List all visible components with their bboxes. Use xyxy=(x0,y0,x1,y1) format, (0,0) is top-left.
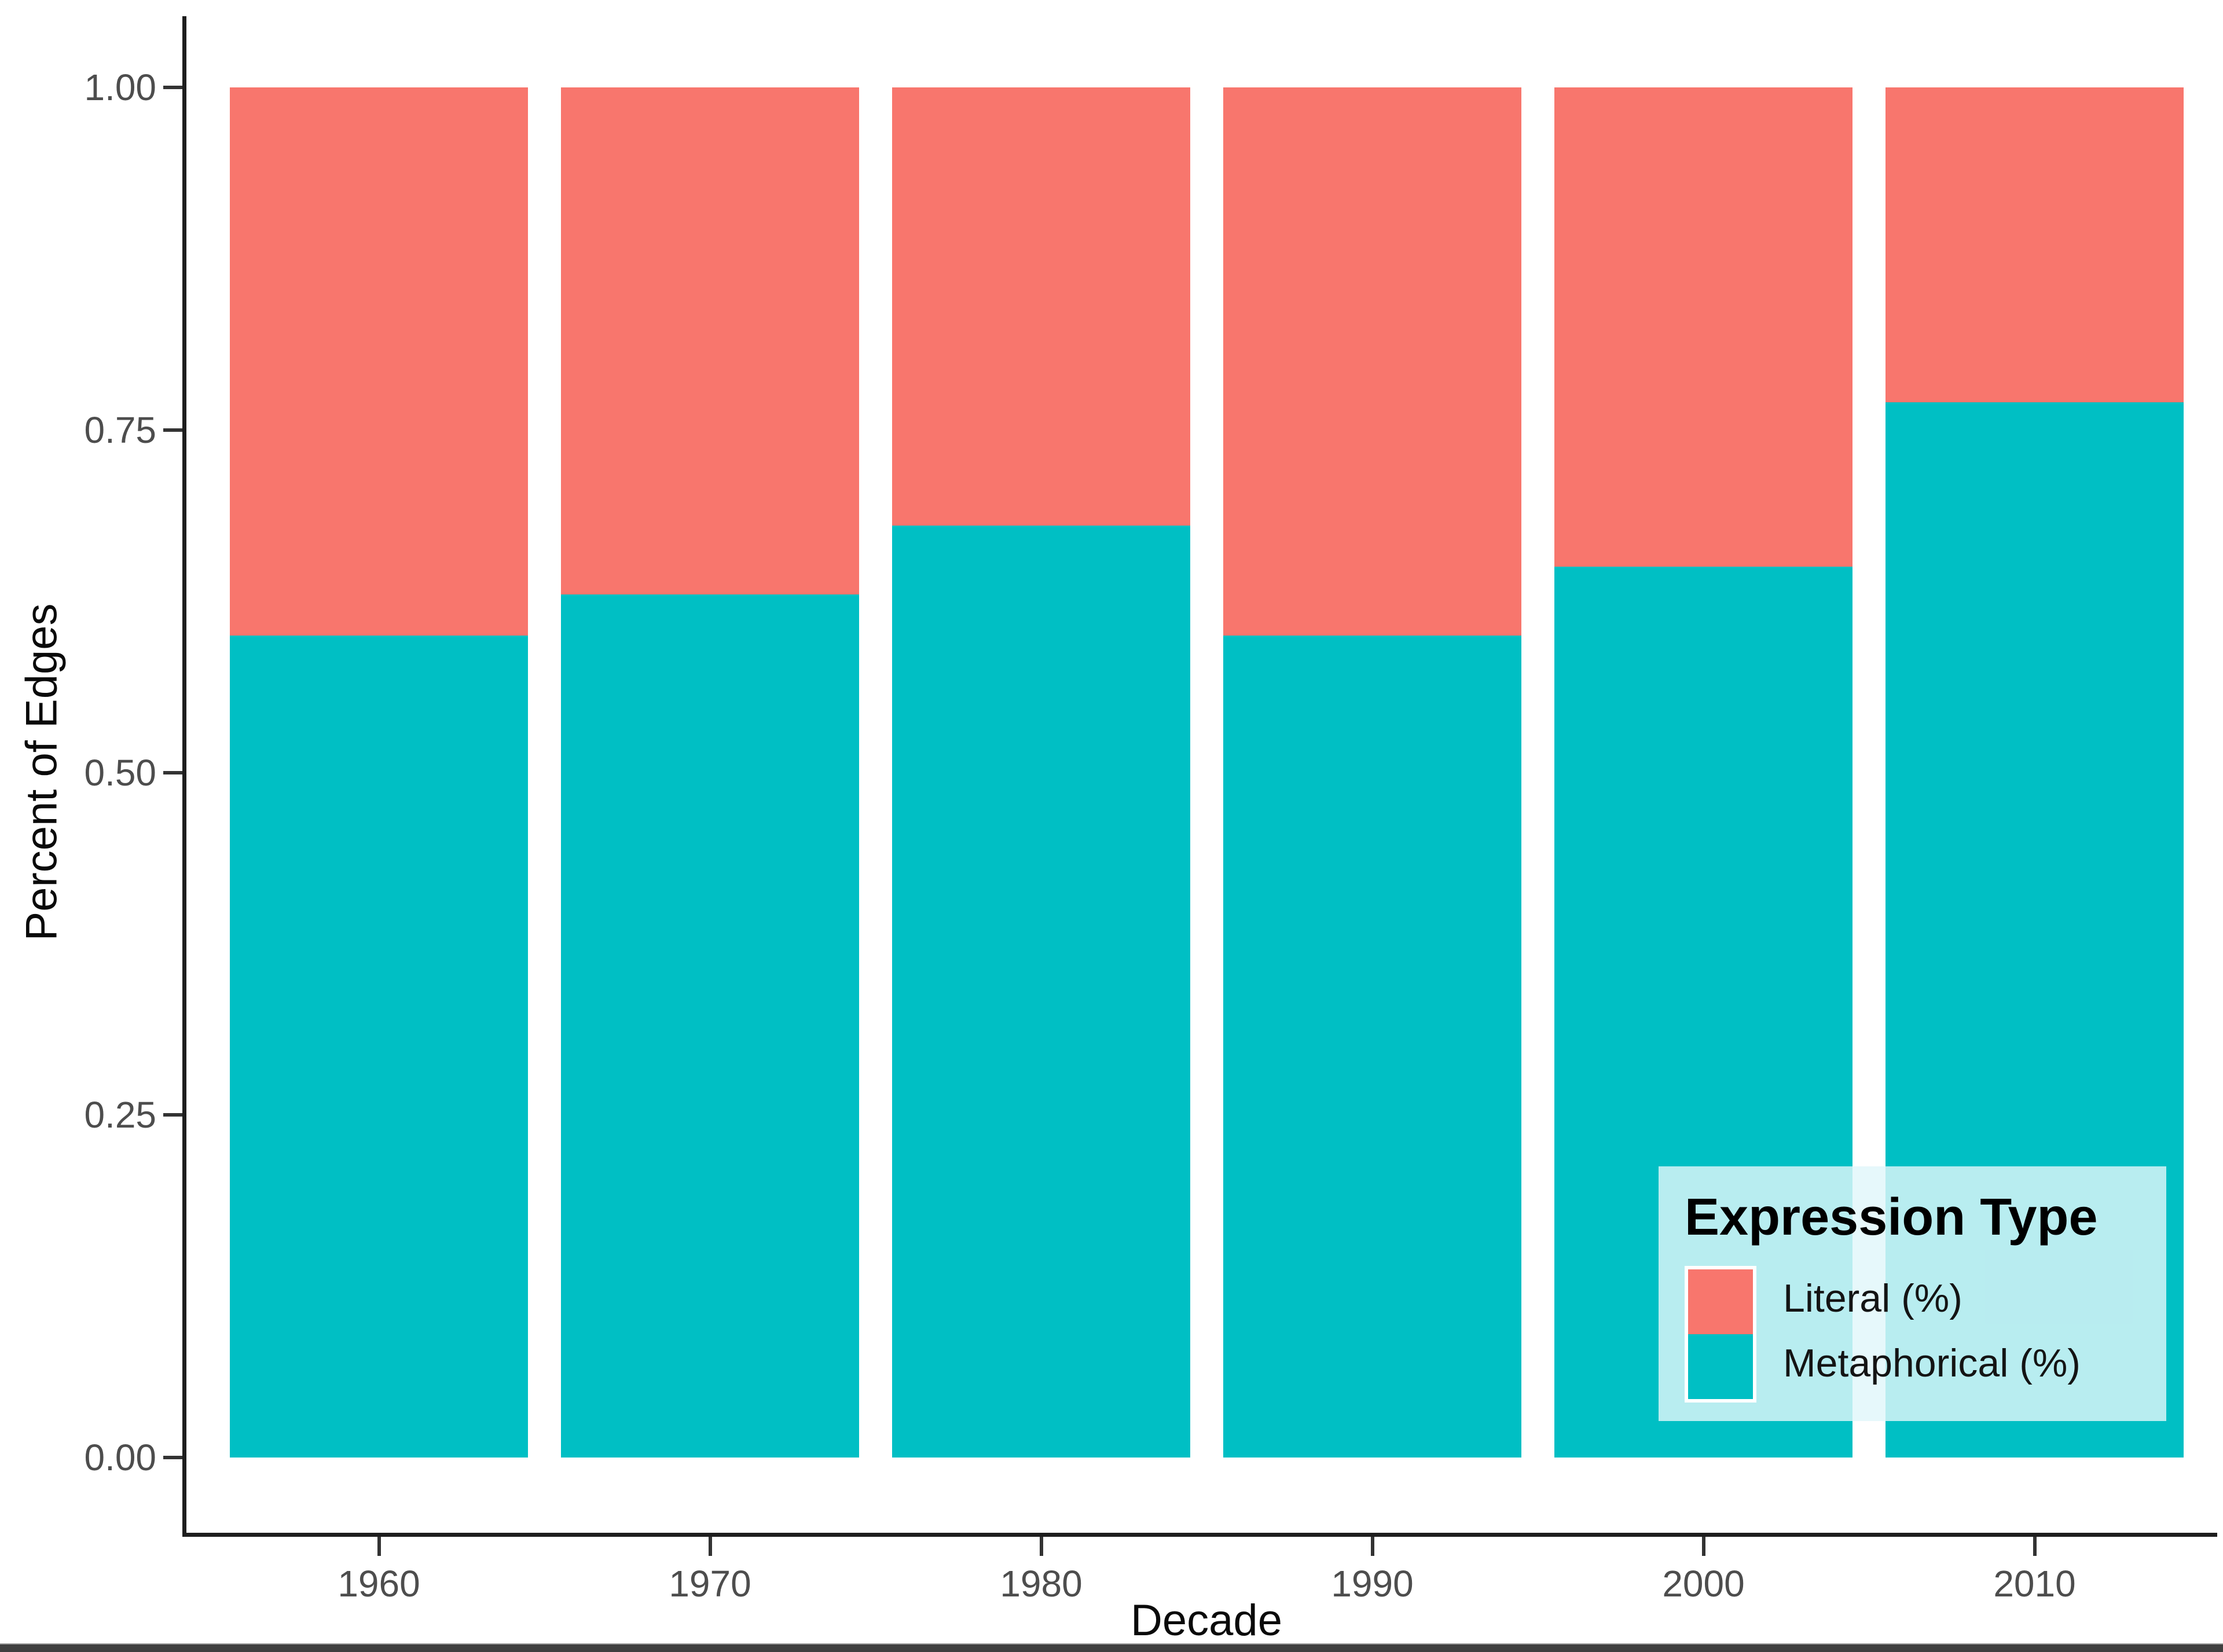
legend-swatch xyxy=(1688,1334,1753,1399)
legend-entry-label: Literal (%) xyxy=(1783,1276,1962,1320)
bar-segment-literal xyxy=(1223,87,1521,636)
bar-segment-metaphorical xyxy=(230,635,528,1458)
bar-segment-literal xyxy=(230,87,528,636)
legend-title: Expression Type xyxy=(1685,1188,2098,1246)
legend: Expression Type Literal (%) Metaphorical … xyxy=(1659,1166,2166,1421)
bar-segment-metaphorical xyxy=(1223,635,1521,1458)
x-tick-label: 2010 xyxy=(1993,1563,2076,1605)
legend-swatch xyxy=(1688,1269,1753,1334)
y-tick-mark xyxy=(163,428,182,432)
window-bottom-edge xyxy=(0,1643,2223,1652)
y-tick-label: 0.75 xyxy=(84,409,156,451)
x-tick-label: 1970 xyxy=(669,1563,751,1605)
legend-labels: Literal (%) Metaphorical (%) xyxy=(1783,1266,2081,1396)
y-tick-label: 0.00 xyxy=(84,1437,156,1478)
x-tick-mark xyxy=(2033,1537,2037,1556)
y-axis-title: Percent of Edges xyxy=(17,603,67,941)
x-axis-line xyxy=(182,1533,2217,1537)
x-tick-label: 1980 xyxy=(1000,1563,1083,1605)
bar-segment-literal xyxy=(561,87,859,594)
x-tick-mark xyxy=(1039,1537,1043,1556)
x-tick-mark xyxy=(1370,1537,1374,1556)
x-tick-mark xyxy=(377,1537,381,1556)
y-tick-label: 0.50 xyxy=(84,751,156,794)
y-tick-label: 0.25 xyxy=(84,1094,156,1136)
bar-segment-literal xyxy=(1554,87,1852,567)
legend-entry-label: Metaphorical (%) xyxy=(1783,1341,2081,1385)
y-tick-mark xyxy=(163,1456,182,1459)
x-tick-mark xyxy=(1701,1537,1705,1556)
x-axis-title: Decade xyxy=(1131,1596,1282,1645)
x-tick-label: 2000 xyxy=(1662,1563,1745,1605)
bar-segment-metaphorical xyxy=(892,526,1190,1458)
y-tick-mark xyxy=(163,86,182,89)
bar-segment-literal xyxy=(1885,87,2184,403)
legend-keys xyxy=(1685,1266,1756,1403)
y-axis-line xyxy=(182,16,186,1537)
bar-segment-metaphorical xyxy=(561,594,859,1458)
y-tick-mark xyxy=(163,1113,182,1117)
x-tick-mark xyxy=(708,1537,712,1556)
x-tick-label: 1990 xyxy=(1331,1563,1414,1605)
legend-body: Literal (%) Metaphorical (%) xyxy=(1685,1266,2140,1403)
x-tick-label: 1960 xyxy=(338,1563,420,1605)
bar-segment-literal xyxy=(892,87,1190,526)
y-tick-label: 1.00 xyxy=(84,67,156,108)
y-tick-mark xyxy=(163,770,182,774)
